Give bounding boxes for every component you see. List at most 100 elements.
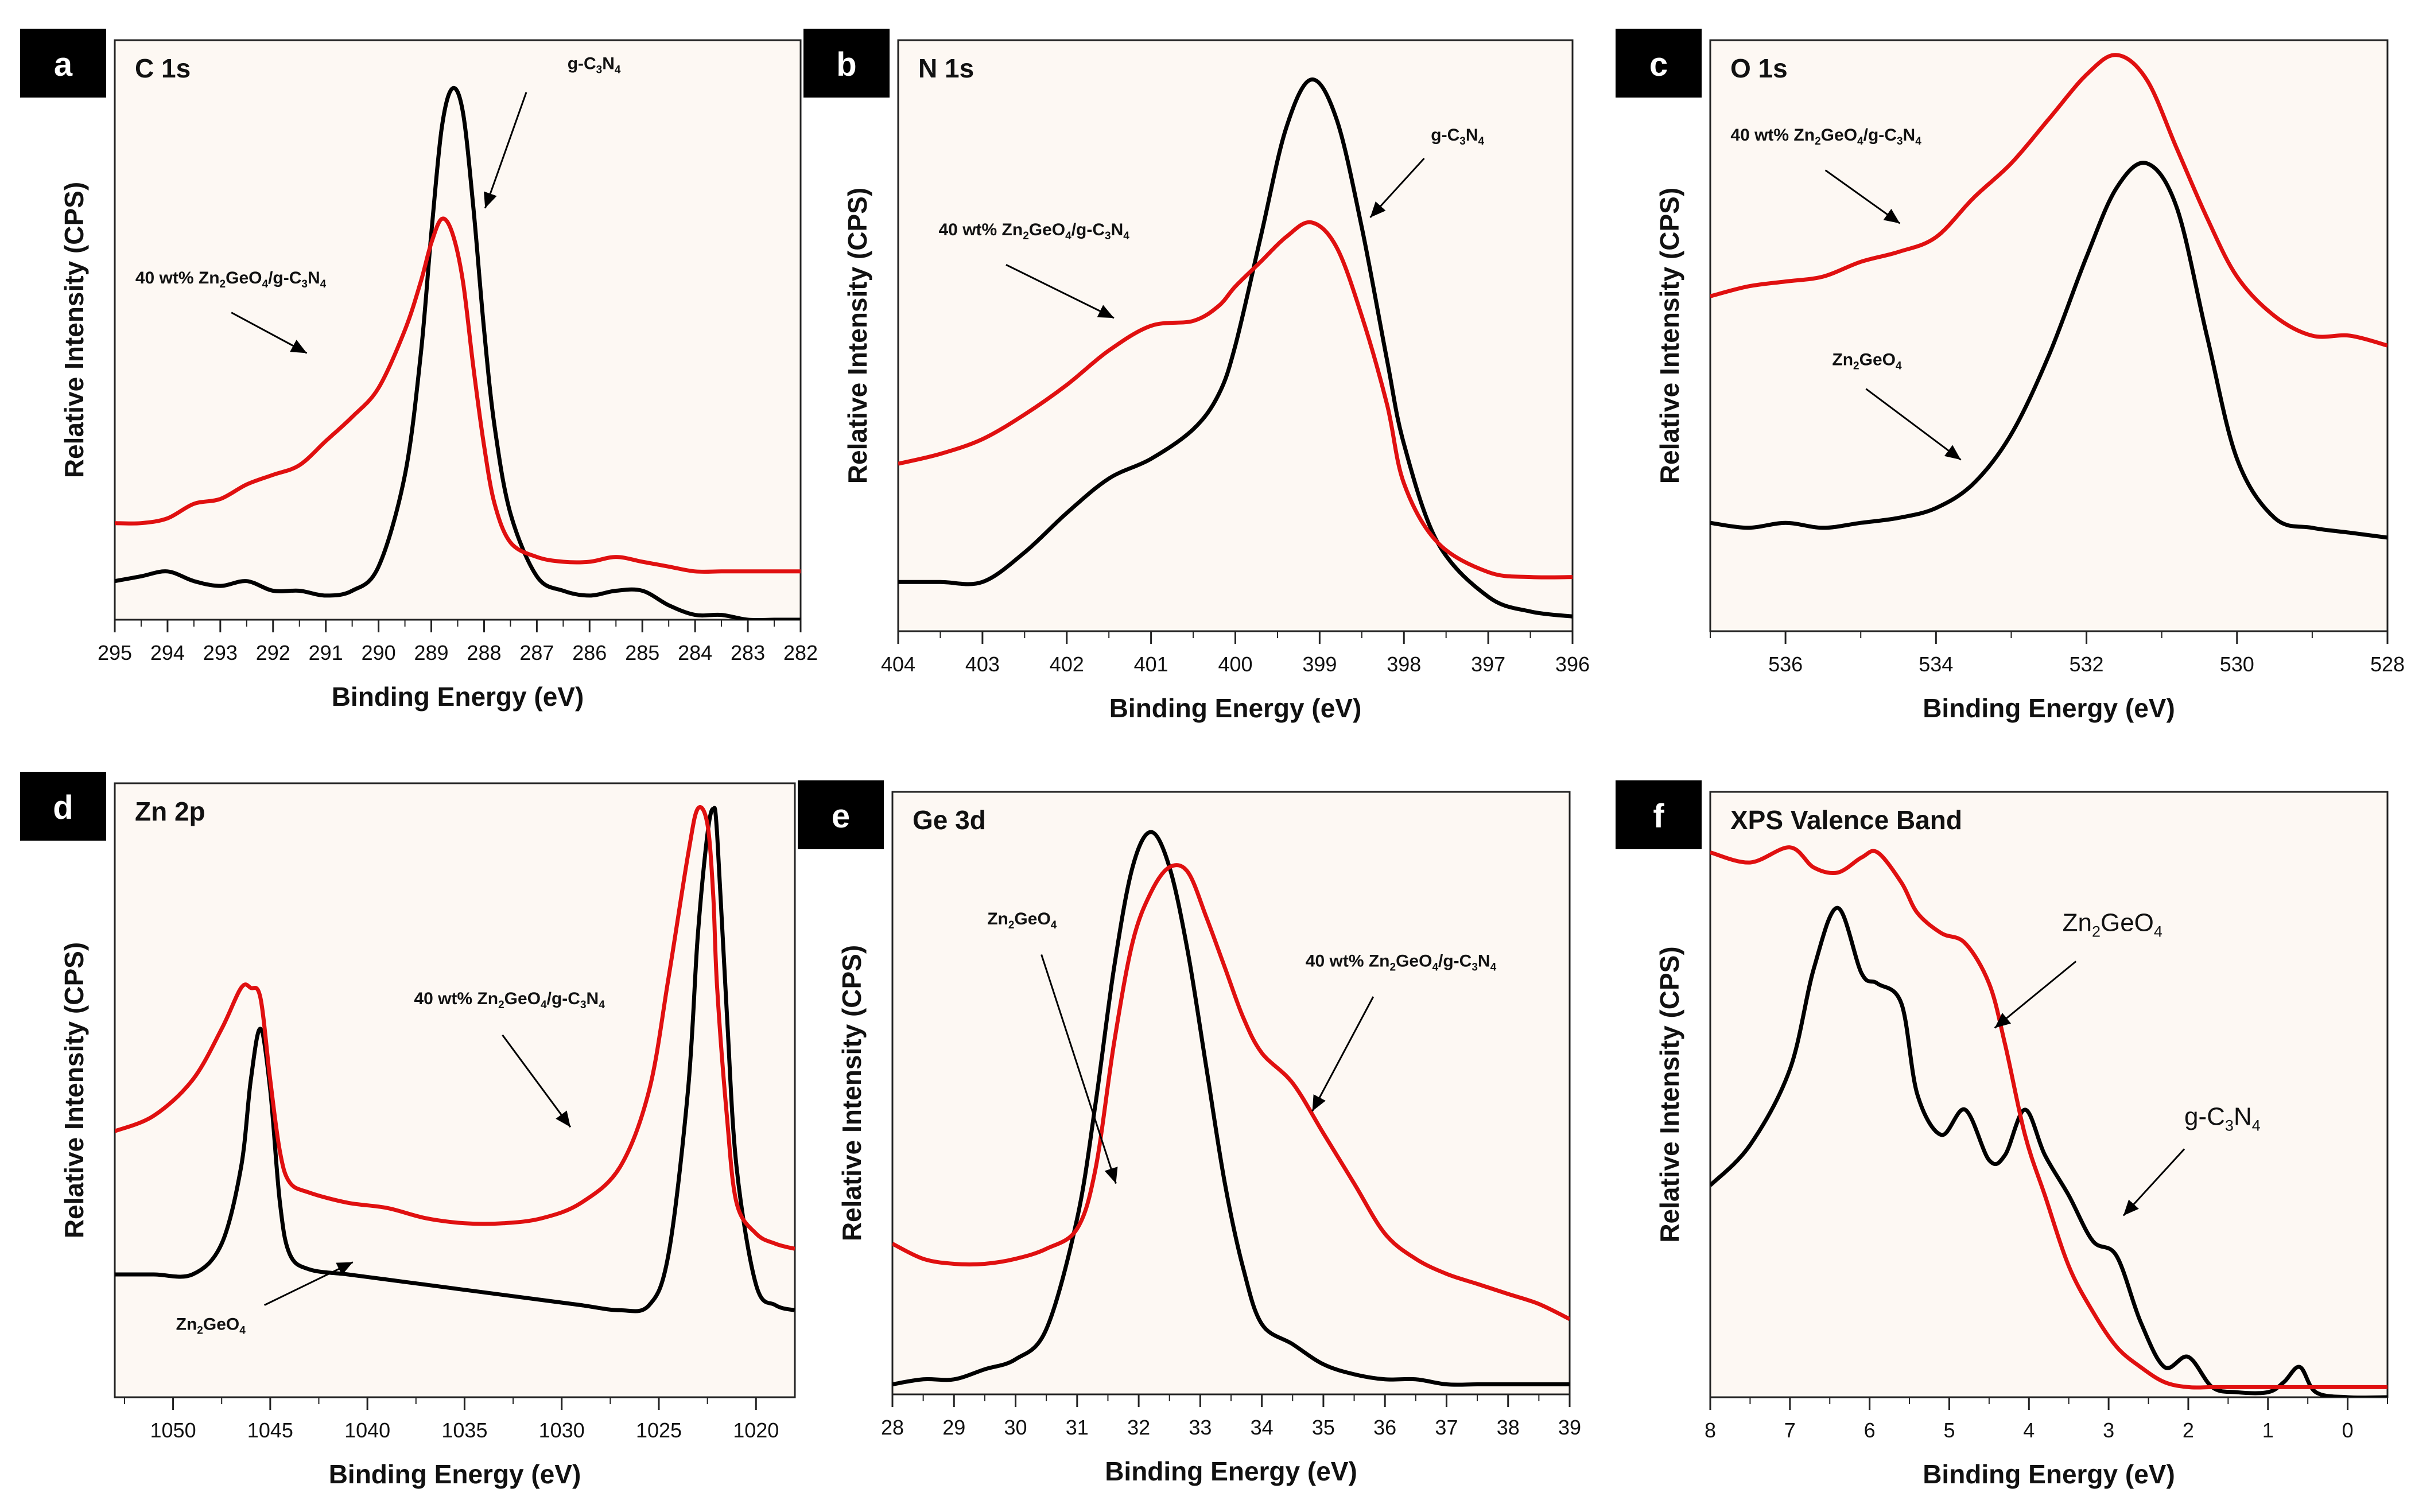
x-axis-label-b: Binding Energy (eV) (1109, 693, 1362, 723)
x-tick-label-a: 289 (414, 641, 448, 664)
x-tick-label-d: 1030 (539, 1418, 585, 1442)
x-tick-label-e: 32 (1127, 1416, 1150, 1439)
panel-title-e: Ge 3d (913, 805, 986, 835)
plot-area-b (897, 39, 1574, 632)
x-tick-label-a: 283 (731, 641, 765, 664)
x-tick-label-b: 403 (965, 652, 1000, 676)
plot-area-c (1709, 39, 2389, 632)
annotation-c-0: 40 wt% Zn2​GeO4​/g-C3​N4​ (1730, 126, 1921, 147)
series-line-c-black (1710, 161, 2387, 540)
panel-e: 28 29 30 31 32 33 34 35 36 37 38 39 Ge 3d e Binding En… (798, 780, 1581, 1486)
annotation-arrow-f-1 (2122, 1148, 2185, 1216)
x-tick-label-f: 5 (1943, 1418, 1955, 1442)
x-tick-label-e: 34 (1251, 1416, 1274, 1439)
panel-title-f: XPS Valence Band (1730, 805, 1962, 835)
x-tick-label-b: 404 (881, 652, 915, 676)
panel-a: 295 294 293 292 291 290 289 288 287 286 285 284 283 2… (20, 29, 818, 712)
x-tick-label-e: 39 (1558, 1416, 1581, 1439)
y-axis-label-b: Relative Intensity (CPS) (843, 188, 872, 484)
x-tick-label-f: 4 (2023, 1418, 2035, 1442)
x-tick-label-a: 284 (678, 641, 712, 664)
annotation-arrow-d-1 (264, 1261, 354, 1306)
annotation-arrow-b-0 (1369, 157, 1425, 219)
x-axis-b: 404 403 402 401 400 399 398 397 396 (881, 631, 1590, 676)
y-axis-label-a: Relative Intensity (CPS) (59, 182, 89, 478)
annotation-c-1: Zn2​GeO4​ (1832, 351, 1902, 372)
x-tick-label-a: 287 (519, 641, 554, 664)
x-axis-a: 295 294 293 292 291 290 289 288 287 286 285 284 283 2… (98, 620, 818, 664)
annotation-arrow-d-0 (502, 1034, 572, 1128)
annotation-a-0: g-C3​N4​ (568, 55, 621, 76)
x-tick-label-b: 399 (1302, 652, 1337, 676)
panel-badge-label-e: e (832, 798, 850, 835)
x-tick-label-c: 532 (2070, 652, 2104, 676)
annotation-a-1: 40 wt% Zn2​GeO4​/g-C3​N4​ (135, 269, 327, 290)
panel-badge-c (1616, 29, 1702, 98)
x-tick-label-e: 31 (1066, 1416, 1089, 1439)
annotation-arrow-f-0 (1994, 961, 2077, 1029)
x-axis-e: 28 29 30 31 32 33 34 35 36 37 38 39 (881, 1394, 1581, 1439)
annotation-arrow-c-0 (1824, 169, 1901, 224)
panel-badge-a (20, 29, 106, 98)
x-axis-label-d: Binding Energy (eV) (329, 1459, 581, 1489)
x-tick-label-a: 288 (467, 641, 501, 664)
x-tick-label-a: 290 (362, 641, 396, 664)
panel-d: 1050 1045 1040 1035 1030 1025 1020 Zn 2p d Bindin… (20, 772, 796, 1489)
y-axis-label-d: Relative Intensity (CPS) (59, 942, 89, 1238)
series-line-a-red (115, 216, 801, 574)
annotation-arrow-b-1 (1005, 264, 1115, 319)
annotation-b-0: g-C3​N4​ (1431, 126, 1484, 147)
annotation-f-0: Zn2​GeO4​ (2063, 909, 2162, 940)
x-tick-label-b: 401 (1134, 652, 1168, 676)
annotation-d-0: 40 wt% Zn2​GeO4​/g-C3​N4​ (414, 989, 605, 1011)
x-tick-label-a: 292 (256, 641, 290, 664)
x-tick-label-a: 285 (625, 641, 659, 664)
x-axis-d: 1050 1045 1040 1035 1030 1025 1020 (123, 1397, 779, 1442)
x-tick-label-c: 534 (1919, 652, 1953, 676)
series-line-a-black (115, 85, 801, 620)
x-axis-label-e: Binding Energy (eV) (1105, 1456, 1357, 1486)
series-line-d-black (115, 806, 795, 1313)
x-tick-label-c: 528 (2370, 652, 2405, 676)
panel-f: 8 7 6 5 4 3 2 1 0 XPS Valence Band f Binding Energy… (1616, 780, 2389, 1489)
annotation-arrow-e-1 (1311, 996, 1375, 1112)
x-tick-label-c: 536 (1768, 652, 1803, 676)
x-tick-label-a: 295 (98, 641, 132, 664)
x-tick-label-d: 1025 (636, 1418, 682, 1442)
panel-c: 536 534 532 530 528 O 1s c Binding Energy (eV) R… (1616, 29, 2405, 723)
plot-area-e (891, 791, 1571, 1396)
panel-title-c: O 1s (1730, 53, 1788, 83)
x-tick-label-a: 293 (203, 641, 238, 664)
x-tick-label-a: 294 (150, 641, 185, 664)
series-line-b-red (898, 220, 1573, 580)
panel-badge-label-f: f (1653, 798, 1664, 835)
annotation-arrow-a-1 (231, 312, 308, 354)
x-axis-f: 8 7 6 5 4 3 2 1 0 (1705, 1397, 2388, 1442)
x-tick-label-e: 37 (1435, 1416, 1458, 1439)
x-tick-label-e: 35 (1312, 1416, 1335, 1439)
x-tick-label-e: 38 (1497, 1416, 1520, 1439)
panel-badge-e (798, 780, 884, 849)
series-line-f-black (1710, 905, 2387, 1397)
x-tick-label-f: 7 (1784, 1418, 1796, 1442)
x-axis-label-c: Binding Energy (eV) (1923, 693, 2175, 723)
series-line-c-red (1710, 53, 2387, 348)
x-axis-c: 536 534 532 530 528 (1710, 631, 2405, 676)
x-tick-label-b: 402 (1050, 652, 1084, 676)
x-axis-label-a: Binding Energy (eV) (332, 682, 584, 712)
annotation-e-1: 40 wt% Zn2​GeO4​/g-C3​N4​ (1306, 952, 1497, 974)
annotation-e-0: Zn2​GeO4​ (987, 909, 1057, 931)
series-line-b-black (898, 77, 1573, 619)
x-tick-label-f: 2 (2183, 1418, 2194, 1442)
x-tick-label-e: 36 (1373, 1416, 1396, 1439)
panel-badge-b (803, 29, 890, 98)
x-tick-label-f: 3 (2103, 1418, 2114, 1442)
x-tick-label-f: 6 (1864, 1418, 1876, 1442)
x-tick-label-d: 1020 (733, 1418, 779, 1442)
x-tick-label-e: 29 (942, 1416, 965, 1439)
y-axis-label-e: Relative Intensity (CPS) (837, 945, 867, 1241)
annotation-f-1: g-C3​N4​ (2184, 1102, 2261, 1134)
annotation-arrow-e-0 (1041, 954, 1118, 1184)
x-tick-label-a: 286 (572, 641, 607, 664)
